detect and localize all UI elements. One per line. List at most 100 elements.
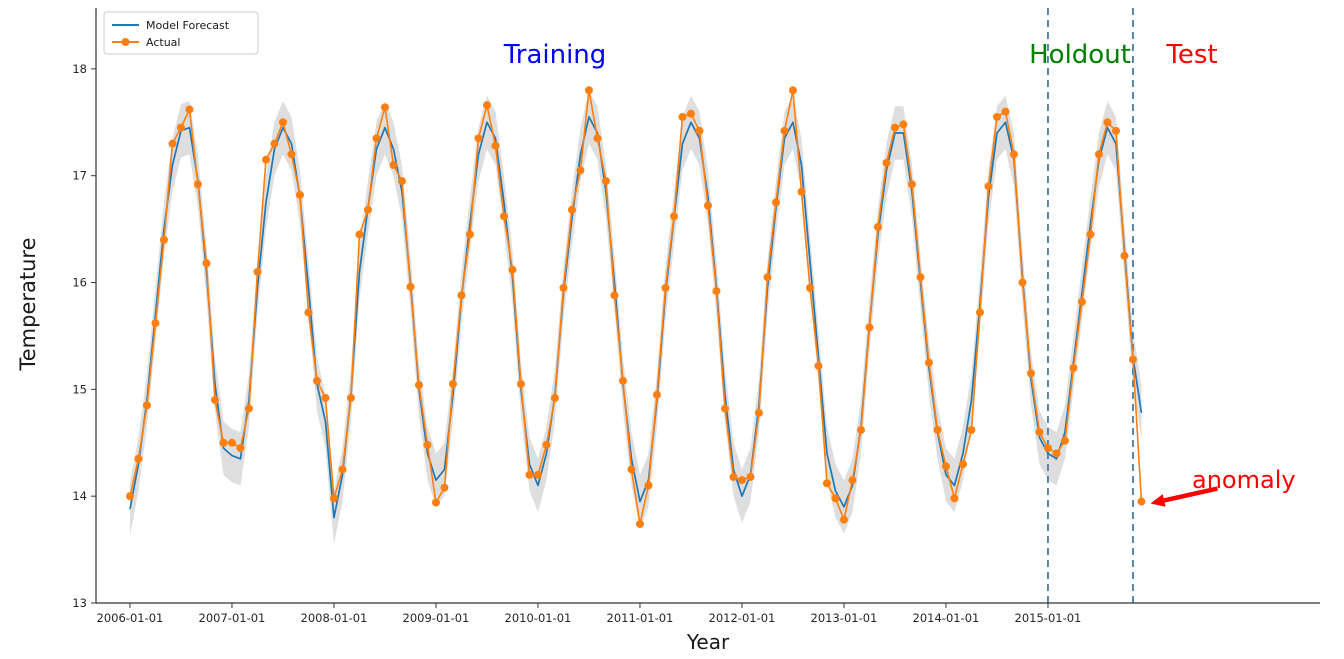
actual-point <box>754 408 763 417</box>
actual-point <box>933 425 942 434</box>
actual-point <box>984 182 993 191</box>
actual-point <box>499 212 508 221</box>
actual-point <box>1111 126 1120 135</box>
actual-point <box>746 472 755 481</box>
anomaly-arrow-head <box>1150 494 1166 507</box>
actual-point <box>355 230 364 239</box>
actual-point <box>678 112 687 121</box>
actual-point <box>924 358 933 367</box>
actual-point <box>1001 107 1010 116</box>
actual-point <box>720 404 729 413</box>
anomaly-arrow-shaft <box>1163 486 1218 503</box>
x-tick-label: 2011-01-01 <box>607 611 674 625</box>
x-tick-label: 2013-01-01 <box>811 611 878 625</box>
actual-point <box>244 404 253 413</box>
x-tick-label: 2007-01-01 <box>199 611 266 625</box>
actual-point <box>814 361 823 370</box>
confidence-band <box>129 90 1142 545</box>
actual-point <box>474 134 483 143</box>
actual-point <box>236 444 245 453</box>
actual-point <box>227 438 236 447</box>
actual-point <box>958 460 967 469</box>
actual-point <box>1103 118 1112 127</box>
actual-point <box>1060 436 1069 445</box>
actual-point <box>635 519 644 528</box>
actual-point <box>372 134 381 143</box>
actual-point <box>1009 150 1018 159</box>
actual-point <box>848 476 857 485</box>
y-tick-label: 14 <box>72 489 87 503</box>
actual-point <box>1077 297 1086 306</box>
actual-point <box>805 283 814 292</box>
actual-point <box>703 201 712 210</box>
actual-point <box>168 139 177 148</box>
x-tick-label: 2008-01-01 <box>301 611 368 625</box>
actual-point <box>270 139 279 148</box>
actual-point <box>176 123 185 132</box>
actual-point <box>1035 428 1044 437</box>
actual-point <box>899 120 908 129</box>
actual-point <box>210 396 219 405</box>
actual-point <box>185 105 194 114</box>
actual-point <box>516 380 525 389</box>
actual-point <box>482 101 491 110</box>
actual-point <box>593 134 602 143</box>
actual-point <box>729 472 738 481</box>
x-tick-label: 2015-01-01 <box>1015 611 1082 625</box>
actual-point <box>440 483 449 492</box>
actual-point <box>389 161 398 170</box>
actual-point <box>780 126 789 135</box>
actual-point <box>508 265 517 274</box>
actual-point <box>839 515 848 524</box>
actual-point <box>610 291 619 300</box>
actual-point <box>304 308 313 317</box>
actual-point <box>1026 369 1035 378</box>
actual-point <box>644 481 653 490</box>
actual-point <box>321 393 330 402</box>
actual-point <box>890 123 899 132</box>
actual-point <box>125 492 134 501</box>
actual-point <box>491 141 500 150</box>
x-tick-label: 2010-01-01 <box>505 611 572 625</box>
legend-box <box>103 11 259 55</box>
actual-point <box>669 212 678 221</box>
actual-point <box>576 166 585 175</box>
actual-point <box>1052 449 1061 458</box>
x-tick-label: 2009-01-01 <box>403 611 470 625</box>
actual-point <box>380 103 389 112</box>
actual-point <box>414 381 423 390</box>
actual-point <box>856 425 865 434</box>
y-tick-label: 16 <box>72 276 87 290</box>
actual-point <box>338 465 347 474</box>
actual-point <box>253 267 262 276</box>
x-tick-label: 2006-01-01 <box>97 611 164 625</box>
actual-point <box>975 308 984 317</box>
y-tick-label: 17 <box>72 169 87 183</box>
actual-point <box>1128 355 1137 364</box>
actual-point <box>584 86 593 95</box>
actual-point <box>142 401 151 410</box>
actual-point <box>559 283 568 292</box>
actual-point <box>822 479 831 488</box>
legend-forecast-label: Model Forecast <box>146 19 230 32</box>
actual-point <box>1018 278 1027 287</box>
actual-point <box>346 393 355 402</box>
actual-point <box>159 235 168 244</box>
actual-point <box>652 390 661 399</box>
actual-point <box>882 158 891 167</box>
actual-point <box>329 494 338 503</box>
actual-point <box>941 462 950 471</box>
actual-point <box>1094 150 1103 159</box>
actual-point <box>193 180 202 189</box>
actual-point <box>397 177 406 186</box>
actual-point <box>737 476 746 485</box>
actual-point <box>219 438 228 447</box>
actual-point <box>448 380 457 389</box>
legend-actual-label: Actual <box>146 36 180 49</box>
actual-point <box>1069 363 1078 372</box>
actual-point <box>525 470 534 479</box>
y-tick-label: 13 <box>72 596 87 610</box>
actual-point <box>771 198 780 207</box>
actual-point <box>1086 230 1095 239</box>
actual-point <box>916 273 925 282</box>
